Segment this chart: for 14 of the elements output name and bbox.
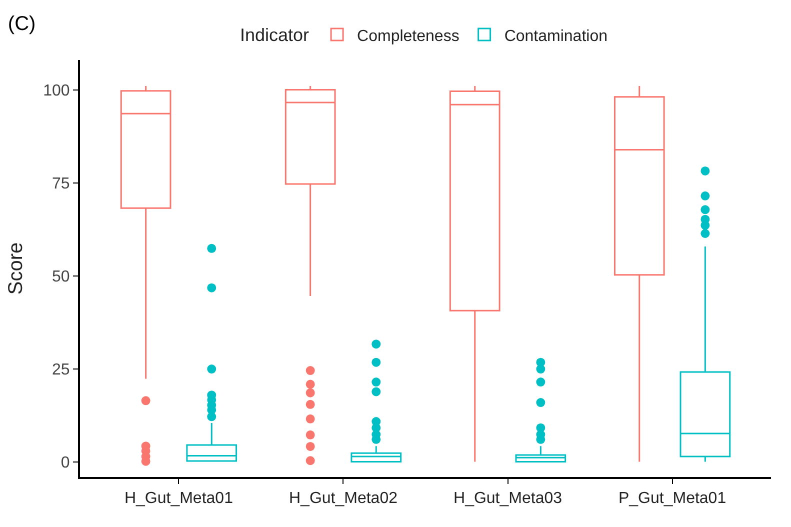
chart-title: (C) bbox=[8, 12, 36, 35]
y-tick-label: 50 bbox=[52, 268, 70, 286]
x-tick-label: H_Gut_Meta01 bbox=[124, 490, 234, 508]
y-tick-label: 0 bbox=[60, 454, 70, 472]
legend-label: Completeness bbox=[357, 28, 460, 45]
y-tick-label: 75 bbox=[52, 175, 70, 192]
y-tick-label: 25 bbox=[52, 362, 70, 379]
x-tick-label: H_Gut_Meta02 bbox=[288, 490, 398, 508]
y-tick-label: 100 bbox=[43, 82, 70, 100]
legend-title: Indicator bbox=[240, 25, 310, 46]
x-tick-label: P_Gut_Meta01 bbox=[618, 490, 726, 508]
x-tick-label: H_Gut_Meta03 bbox=[454, 490, 562, 508]
y-axis-title: Score bbox=[5, 242, 28, 295]
legend-label: Contamination bbox=[504, 28, 608, 45]
